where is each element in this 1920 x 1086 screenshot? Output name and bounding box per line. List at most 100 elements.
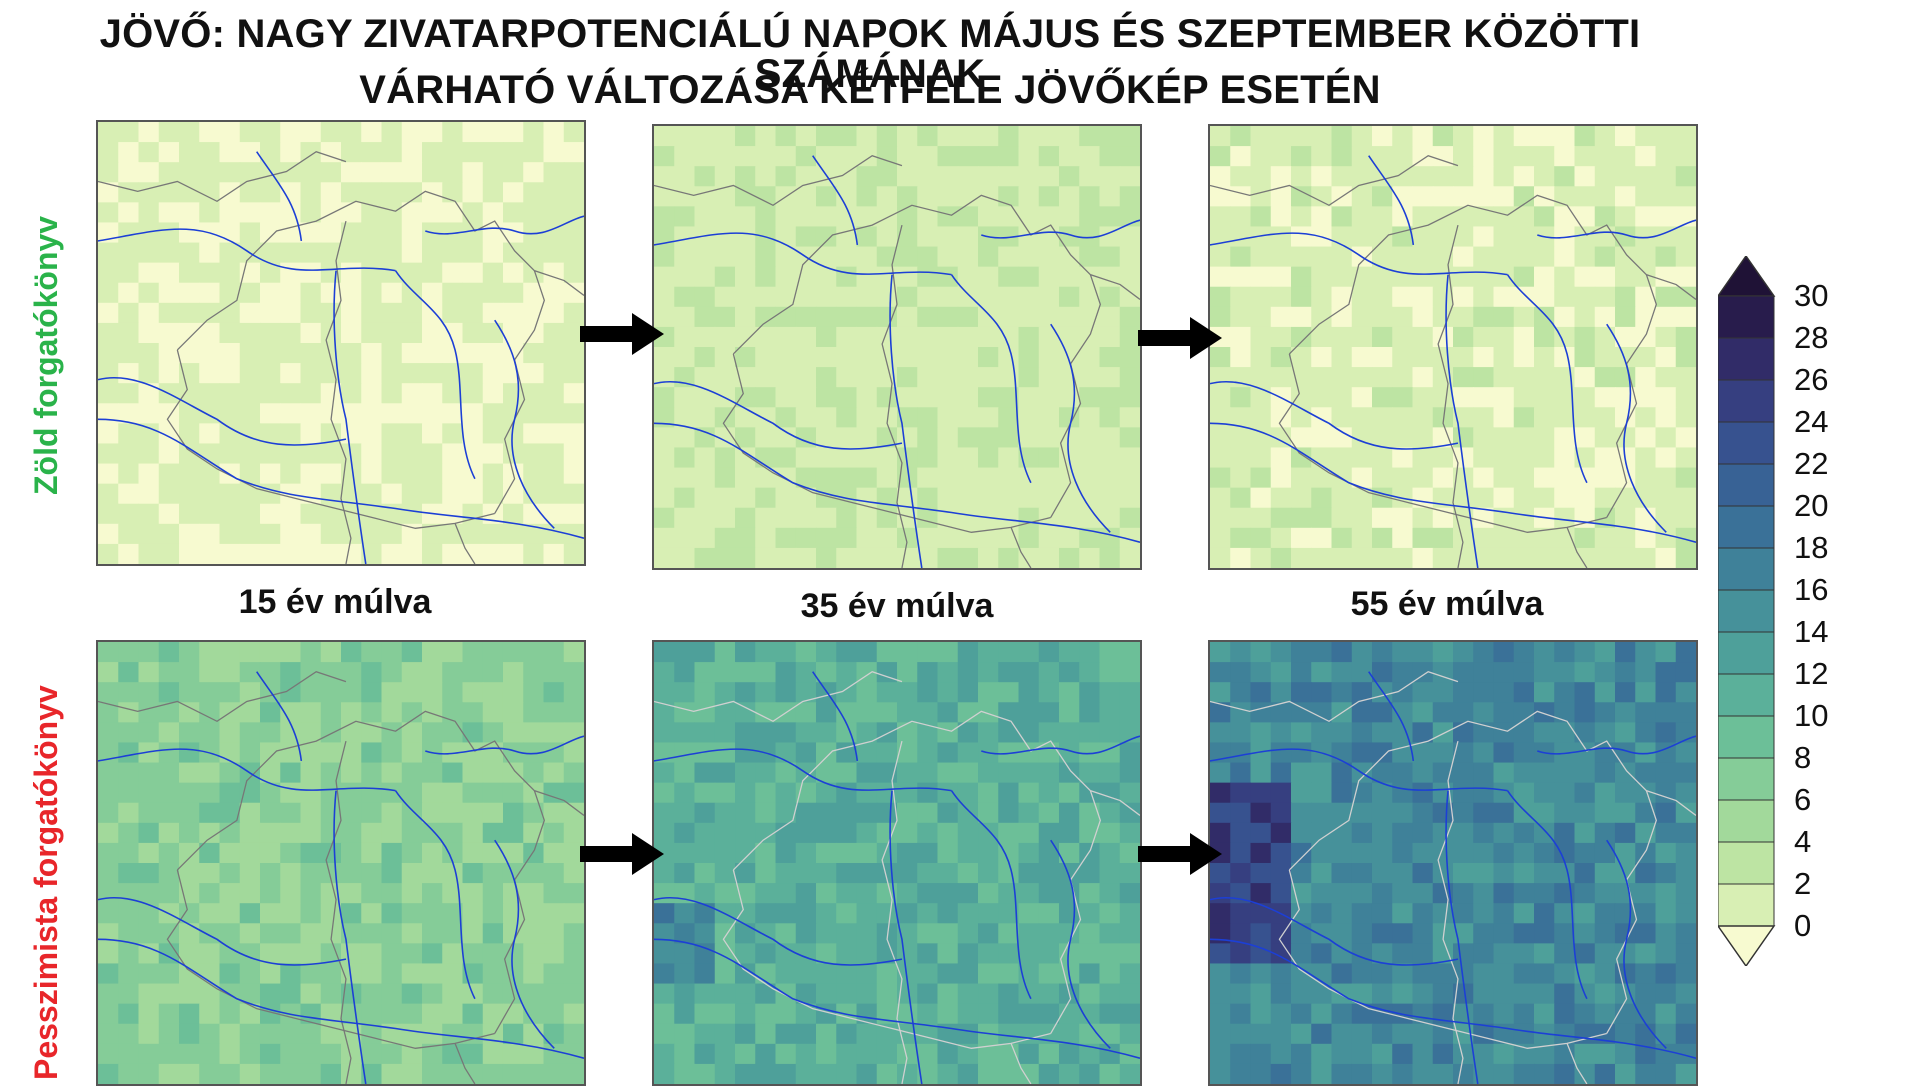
grid-cell xyxy=(1412,206,1434,228)
grid-cell xyxy=(856,842,878,864)
grid-cell xyxy=(1270,842,1292,864)
grid-cell xyxy=(795,802,817,824)
grid-cell xyxy=(341,242,362,264)
grid-cell xyxy=(543,383,565,404)
grid-cell xyxy=(917,487,939,509)
grid-cell xyxy=(563,282,584,304)
grid-cell xyxy=(897,186,918,207)
grid-cell xyxy=(917,682,939,703)
grid-cell xyxy=(694,547,716,568)
grid-cell xyxy=(815,762,837,784)
grid-cell xyxy=(1412,863,1434,884)
grid-cell xyxy=(735,923,756,944)
grid-cell xyxy=(1311,347,1333,368)
grid-cell xyxy=(259,742,281,764)
grid-cell xyxy=(694,427,716,449)
grid-cell xyxy=(442,343,464,364)
grid-cell xyxy=(1574,943,1596,965)
grid-cell xyxy=(856,722,878,744)
grid-cell xyxy=(482,343,504,364)
grid-cell xyxy=(1291,286,1312,308)
grid-cell xyxy=(361,343,383,364)
grid-cell xyxy=(259,762,281,784)
grid-cell xyxy=(978,146,999,167)
grid-cell xyxy=(795,467,817,489)
grid-cell xyxy=(815,662,837,683)
grid-cell xyxy=(1311,527,1333,549)
grid-cell xyxy=(957,863,979,884)
grid-cell xyxy=(1058,427,1080,449)
grid-cell xyxy=(1392,963,1414,985)
grid-cell xyxy=(1554,407,1576,428)
grid-cell xyxy=(442,423,464,445)
grid-cell xyxy=(1534,702,1555,723)
grid-cell xyxy=(1594,903,1616,924)
grid-cell xyxy=(1412,702,1434,723)
grid-cell xyxy=(694,883,716,904)
colorbar-segment xyxy=(1718,295,1775,339)
grid-cell xyxy=(259,903,281,924)
grid-cell xyxy=(917,943,939,965)
grid-cell xyxy=(674,487,696,509)
grid-cell xyxy=(341,162,362,183)
grid-cell xyxy=(876,822,898,844)
grid-cell xyxy=(259,383,281,404)
grid-cell xyxy=(1432,682,1454,703)
grid-cell xyxy=(482,122,504,143)
grid-cell xyxy=(1432,802,1454,824)
grid-cell xyxy=(1473,822,1495,844)
grid-cell xyxy=(543,503,565,525)
grid-cell xyxy=(1371,407,1393,428)
grid-cell xyxy=(1270,943,1292,965)
grid-cell xyxy=(179,363,200,384)
grid-cell xyxy=(755,983,777,1005)
grid-cell xyxy=(1675,662,1696,683)
grid-cell xyxy=(1453,367,1474,388)
grid-cell xyxy=(280,802,302,824)
grid-cell xyxy=(856,326,878,348)
colorbar-segment xyxy=(1718,757,1775,801)
grid-cell xyxy=(1038,642,1060,663)
grid-cell xyxy=(219,242,241,264)
grid-cell xyxy=(998,762,1020,784)
grid-cell xyxy=(118,903,140,924)
country-border xyxy=(1606,790,1658,1034)
grid-cell xyxy=(1270,367,1292,388)
grid-cell xyxy=(1119,387,1140,408)
grid-cell xyxy=(179,483,200,505)
grid-cell xyxy=(563,963,584,985)
grid-cell xyxy=(239,883,261,904)
grid-cell xyxy=(897,662,918,683)
grid-cell xyxy=(502,322,524,344)
river xyxy=(654,422,1140,543)
grid-cell xyxy=(482,322,504,344)
grid-cell xyxy=(239,822,261,844)
grid-cell xyxy=(998,186,1020,207)
grid-cell xyxy=(259,503,281,525)
grid-cell xyxy=(462,943,484,965)
grid-cell xyxy=(563,142,584,163)
grid-cell xyxy=(118,403,140,424)
grid-cell xyxy=(1554,642,1576,663)
grid-cell xyxy=(1291,802,1312,824)
grid-cell xyxy=(1119,963,1140,985)
grid-cell xyxy=(1432,427,1454,449)
grid-cell xyxy=(98,483,119,505)
grid-cell xyxy=(815,943,837,965)
grid-cell xyxy=(1058,347,1080,368)
grid-cell xyxy=(1513,206,1535,228)
grid-cell xyxy=(239,1003,261,1025)
grid-cell xyxy=(118,702,140,723)
grid-cell xyxy=(856,226,878,248)
grid-cell xyxy=(1311,326,1333,348)
grid-cell xyxy=(502,122,524,143)
grid-cell xyxy=(1412,722,1434,744)
grid-cell xyxy=(917,126,939,147)
grid-cell xyxy=(1038,527,1060,549)
grid-cell xyxy=(1331,1023,1353,1045)
grid-cell xyxy=(1392,983,1414,1005)
grid-cell xyxy=(1614,842,1636,864)
grid-cell xyxy=(1291,347,1312,368)
grid-cell xyxy=(1655,387,1677,408)
grid-cell xyxy=(341,983,362,1005)
